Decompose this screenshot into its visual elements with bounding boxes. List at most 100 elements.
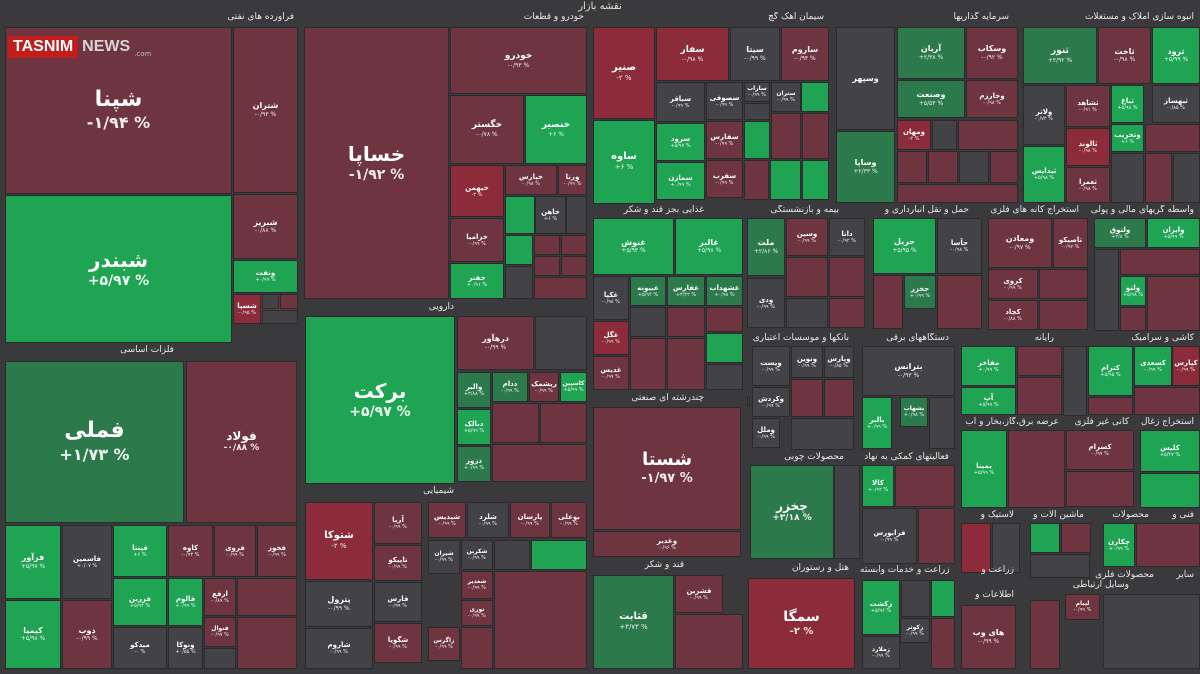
stock-tile[interactable]: شگویا -۰/۹۹ % bbox=[374, 623, 422, 663]
filler-tile[interactable] bbox=[937, 275, 982, 329]
filler-tile[interactable] bbox=[280, 294, 298, 309]
stock-tile[interactable]: صنیر -۲ % bbox=[593, 27, 655, 119]
stock-tile[interactable]: بشهاب +۰/۹۸ % bbox=[900, 397, 928, 427]
filler-tile[interactable] bbox=[931, 580, 955, 617]
filler-tile[interactable] bbox=[1039, 300, 1088, 330]
filler-tile[interactable] bbox=[786, 257, 828, 297]
filler-tile[interactable] bbox=[531, 540, 587, 570]
filler-tile[interactable] bbox=[494, 540, 530, 570]
stock-tile[interactable]: غبیونه +۵/۹۴ % bbox=[630, 276, 666, 306]
stock-tile[interactable]: سیتا -۰/۹۹ % bbox=[730, 27, 780, 81]
filler-tile[interactable] bbox=[928, 151, 958, 183]
stock-tile[interactable]: ونوکا +۰/۵۵ % bbox=[168, 627, 203, 669]
stock-tile[interactable]: غفارس +۳/۲۲ % bbox=[667, 276, 705, 306]
stock-tile[interactable]: زکوثر -۰/۹۹ % bbox=[900, 618, 930, 643]
filler-tile[interactable] bbox=[667, 307, 705, 337]
filler-tile[interactable] bbox=[1111, 153, 1144, 203]
stock-tile[interactable]: ولاتر -۰/۷۴ % bbox=[1023, 85, 1065, 145]
filler-tile[interactable] bbox=[630, 338, 666, 390]
stock-tile[interactable]: ثرود +۵/۹۹ % bbox=[1152, 27, 1200, 84]
stock-tile[interactable]: غالبر +۵/۹۸ % bbox=[675, 218, 743, 275]
filler-tile[interactable] bbox=[461, 627, 493, 669]
filler-tile[interactable] bbox=[873, 275, 903, 329]
stock-tile[interactable]: ثاخت -۰/۹۸ % bbox=[1098, 27, 1151, 84]
stock-tile[interactable]: ونوین -۰/۹۹ % bbox=[791, 346, 823, 378]
filler-tile[interactable] bbox=[237, 578, 297, 616]
stock-tile[interactable]: حآسا -۰/۹۸ % bbox=[937, 218, 982, 274]
filler-tile[interactable] bbox=[706, 364, 743, 390]
filler-tile[interactable] bbox=[829, 257, 865, 297]
stock-tile[interactable]: ددام -۰/۹۹ % bbox=[492, 372, 528, 402]
stock-tile[interactable]: فخوز -۰/۹۹ % bbox=[257, 525, 297, 577]
stock-tile[interactable]: سرود +۵/۹۷ % bbox=[656, 123, 705, 161]
stock-tile[interactable]: ذوب -۰/۹۹ % bbox=[62, 600, 112, 669]
stock-tile[interactable]: زملارد -۰/۹۹ % bbox=[862, 636, 900, 669]
stock-tile[interactable]: زاگرس -۰/۹۹ % bbox=[428, 627, 460, 661]
stock-tile[interactable]: خنصیر +۶ % bbox=[525, 95, 587, 164]
filler-tile[interactable] bbox=[1134, 387, 1200, 415]
filler-tile[interactable] bbox=[505, 196, 535, 234]
stock-tile[interactable]: آپ +۵/۹۹ % bbox=[961, 387, 1016, 415]
filler-tile[interactable] bbox=[929, 397, 955, 449]
stock-tile[interactable]: وتخریب +۶ % bbox=[1111, 124, 1144, 152]
stock-tile[interactable]: وخارزم -۰/۹۸ % bbox=[966, 80, 1018, 118]
stock-tile[interactable]: غکپا -۰/۹۸ % bbox=[593, 276, 629, 320]
stock-tile[interactable]: غنوش +۵/۹۳ % bbox=[593, 218, 674, 275]
filler-tile[interactable] bbox=[1030, 523, 1060, 553]
filler-tile[interactable] bbox=[1120, 307, 1146, 331]
filler-tile[interactable] bbox=[1145, 153, 1172, 203]
filler-tile[interactable] bbox=[1008, 430, 1065, 508]
filler-tile[interactable] bbox=[895, 465, 955, 507]
filler-tile[interactable] bbox=[1066, 471, 1134, 507]
stock-tile[interactable]: ثبهساز -۰/۸۵ % bbox=[1152, 85, 1200, 123]
stock-tile[interactable]: فاسمین +۰/۰۷ % bbox=[62, 525, 112, 599]
filler-tile[interactable] bbox=[534, 277, 587, 299]
filler-tile[interactable] bbox=[1140, 473, 1200, 508]
stock-tile[interactable]: ستران -۰/۹۹ % bbox=[771, 82, 801, 112]
stock-tile[interactable]: کیمیا +۵/۹۸ % bbox=[5, 600, 61, 669]
stock-tile[interactable]: دزوز +۰/۹۹ % bbox=[457, 446, 491, 482]
stock-tile[interactable]: فروی -۰/۹۹ % bbox=[214, 525, 256, 577]
filler-tile[interactable] bbox=[959, 151, 989, 183]
stock-tile[interactable]: لپیام -۰/۹۹ % bbox=[1065, 594, 1100, 620]
stock-tile[interactable]: حخزر +۰/۹۹ % bbox=[904, 275, 936, 309]
stock-tile[interactable]: مفاخر +۰/۹۹ % bbox=[961, 346, 1016, 386]
filler-tile[interactable] bbox=[237, 617, 297, 669]
stock-tile[interactable]: سفار -۰/۹۸ % bbox=[656, 27, 729, 81]
stock-tile[interactable]: شتران -۰/۹۳ % bbox=[233, 27, 298, 193]
stock-tile[interactable]: ثشاهد -۰/۹۱ % bbox=[1066, 85, 1110, 127]
filler-tile[interactable] bbox=[505, 235, 533, 265]
filler-tile[interactable] bbox=[494, 571, 587, 669]
filler-tile[interactable] bbox=[1145, 124, 1200, 152]
stock-tile[interactable]: وسکاب -۰/۹۲ % bbox=[966, 27, 1018, 79]
stock-tile[interactable]: سفارس -۰/۹۹ % bbox=[706, 121, 743, 159]
filler-tile[interactable] bbox=[566, 196, 587, 234]
filler-tile[interactable] bbox=[829, 298, 865, 328]
stock-tile[interactable]: وایران +۵/۹۹ % bbox=[1147, 218, 1200, 248]
filler-tile[interactable] bbox=[824, 379, 854, 417]
filler-tile[interactable] bbox=[492, 403, 539, 443]
stock-tile[interactable]: وسین -۰/۹۹ % bbox=[786, 218, 828, 256]
filler-tile[interactable] bbox=[801, 82, 829, 112]
filler-tile[interactable] bbox=[204, 648, 236, 669]
stock-tile[interactable]: ونفت +۰/۹۹ % bbox=[233, 260, 298, 293]
stock-tile[interactable]: برکت +۵/۹۷ % bbox=[305, 316, 455, 484]
filler-tile[interactable] bbox=[1173, 153, 1200, 203]
filler-tile[interactable] bbox=[901, 580, 930, 617]
filler-tile[interactable] bbox=[791, 418, 854, 450]
filler-tile[interactable] bbox=[706, 307, 743, 332]
stock-tile[interactable]: کسرام -۰/۹۷ % bbox=[1066, 430, 1134, 470]
filler-tile[interactable] bbox=[1017, 377, 1062, 415]
stock-tile[interactable]: دانا -۰/۹۲ % bbox=[829, 218, 865, 256]
stock-tile[interactable]: آریان +۲/۳۸ % bbox=[897, 27, 965, 79]
stock-tile[interactable]: شلرد -۰/۹۹ % bbox=[467, 502, 509, 538]
stock-tile[interactable]: کلیس +۵/۴۷ % bbox=[1140, 430, 1200, 472]
stock-tile[interactable]: خاهن +۶ % bbox=[535, 196, 566, 234]
filler-tile[interactable] bbox=[534, 256, 560, 276]
stock-tile[interactable]: ثبدایس +۵/۹۸ % bbox=[1023, 146, 1065, 203]
filler-tile[interactable] bbox=[262, 310, 298, 324]
filler-tile[interactable] bbox=[262, 294, 279, 309]
stock-tile[interactable]: ویست -۰/۹۹ % bbox=[752, 346, 790, 386]
stock-tile[interactable]: شتوکا -۲ % bbox=[305, 502, 373, 580]
filler-tile[interactable] bbox=[505, 266, 533, 299]
